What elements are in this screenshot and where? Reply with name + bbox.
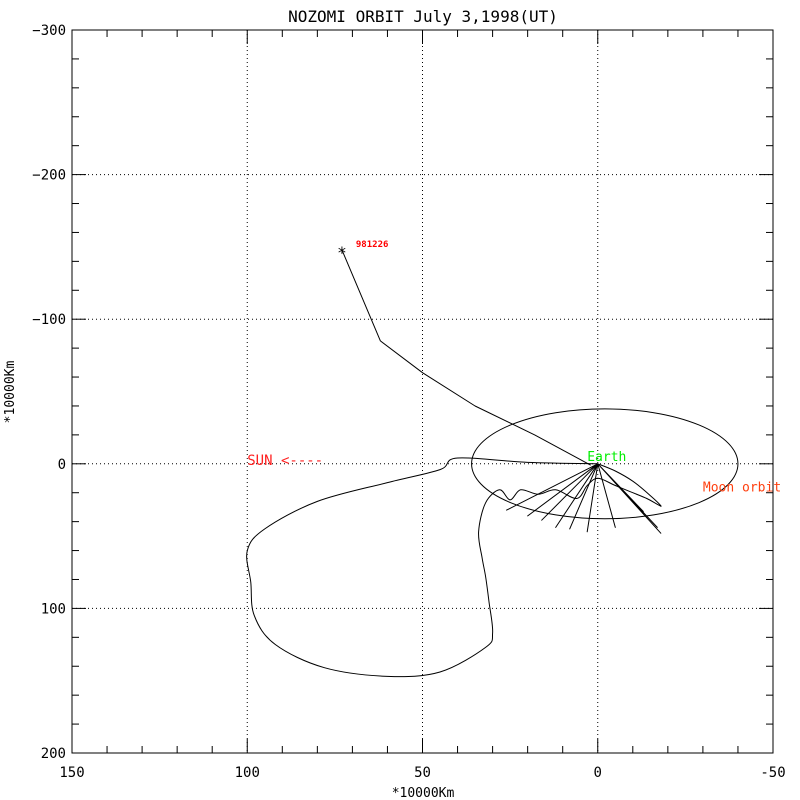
transfer-orbit-path (246, 457, 662, 678)
y-tick-label: 0 (58, 457, 66, 473)
y-tick-label: 100 (41, 601, 66, 617)
x-tick-label: 50 (414, 765, 431, 781)
axis-ticks (71, 29, 774, 754)
y-axis-label: *10000Km (3, 361, 18, 424)
end-position-marker: * (337, 243, 347, 262)
x-tick-label: 0 (594, 765, 602, 781)
phasing-loops (506, 463, 662, 534)
grid (72, 30, 773, 753)
x-axis-label: *10000Km (392, 786, 455, 800)
x-tick-label: 100 (235, 765, 260, 781)
y-tick-label: −100 (32, 312, 66, 328)
departure-trajectory (341, 249, 591, 466)
sun-direction-label: SUN <---- (247, 453, 323, 469)
y-tick-label: −200 (32, 168, 66, 184)
moon-orbit-label: Moon orbit (703, 480, 781, 495)
y-tick-label: −300 (32, 23, 66, 39)
end-date-label: 981226 (356, 240, 389, 250)
x-tick-label: 150 (59, 765, 84, 781)
axis-tick-labels: 150 100 50 0 -50 −300 −200 −100 0 100 200 (32, 23, 785, 781)
earth-label: Earth (587, 450, 626, 465)
moon-orbit-ellipse (471, 408, 739, 520)
x-tick-label: -50 (760, 765, 785, 781)
y-tick-label: 200 (41, 746, 66, 762)
orbit-series (246, 249, 739, 678)
chart-title: NOZOMI ORBIT July 3,1998(UT) (288, 7, 558, 26)
